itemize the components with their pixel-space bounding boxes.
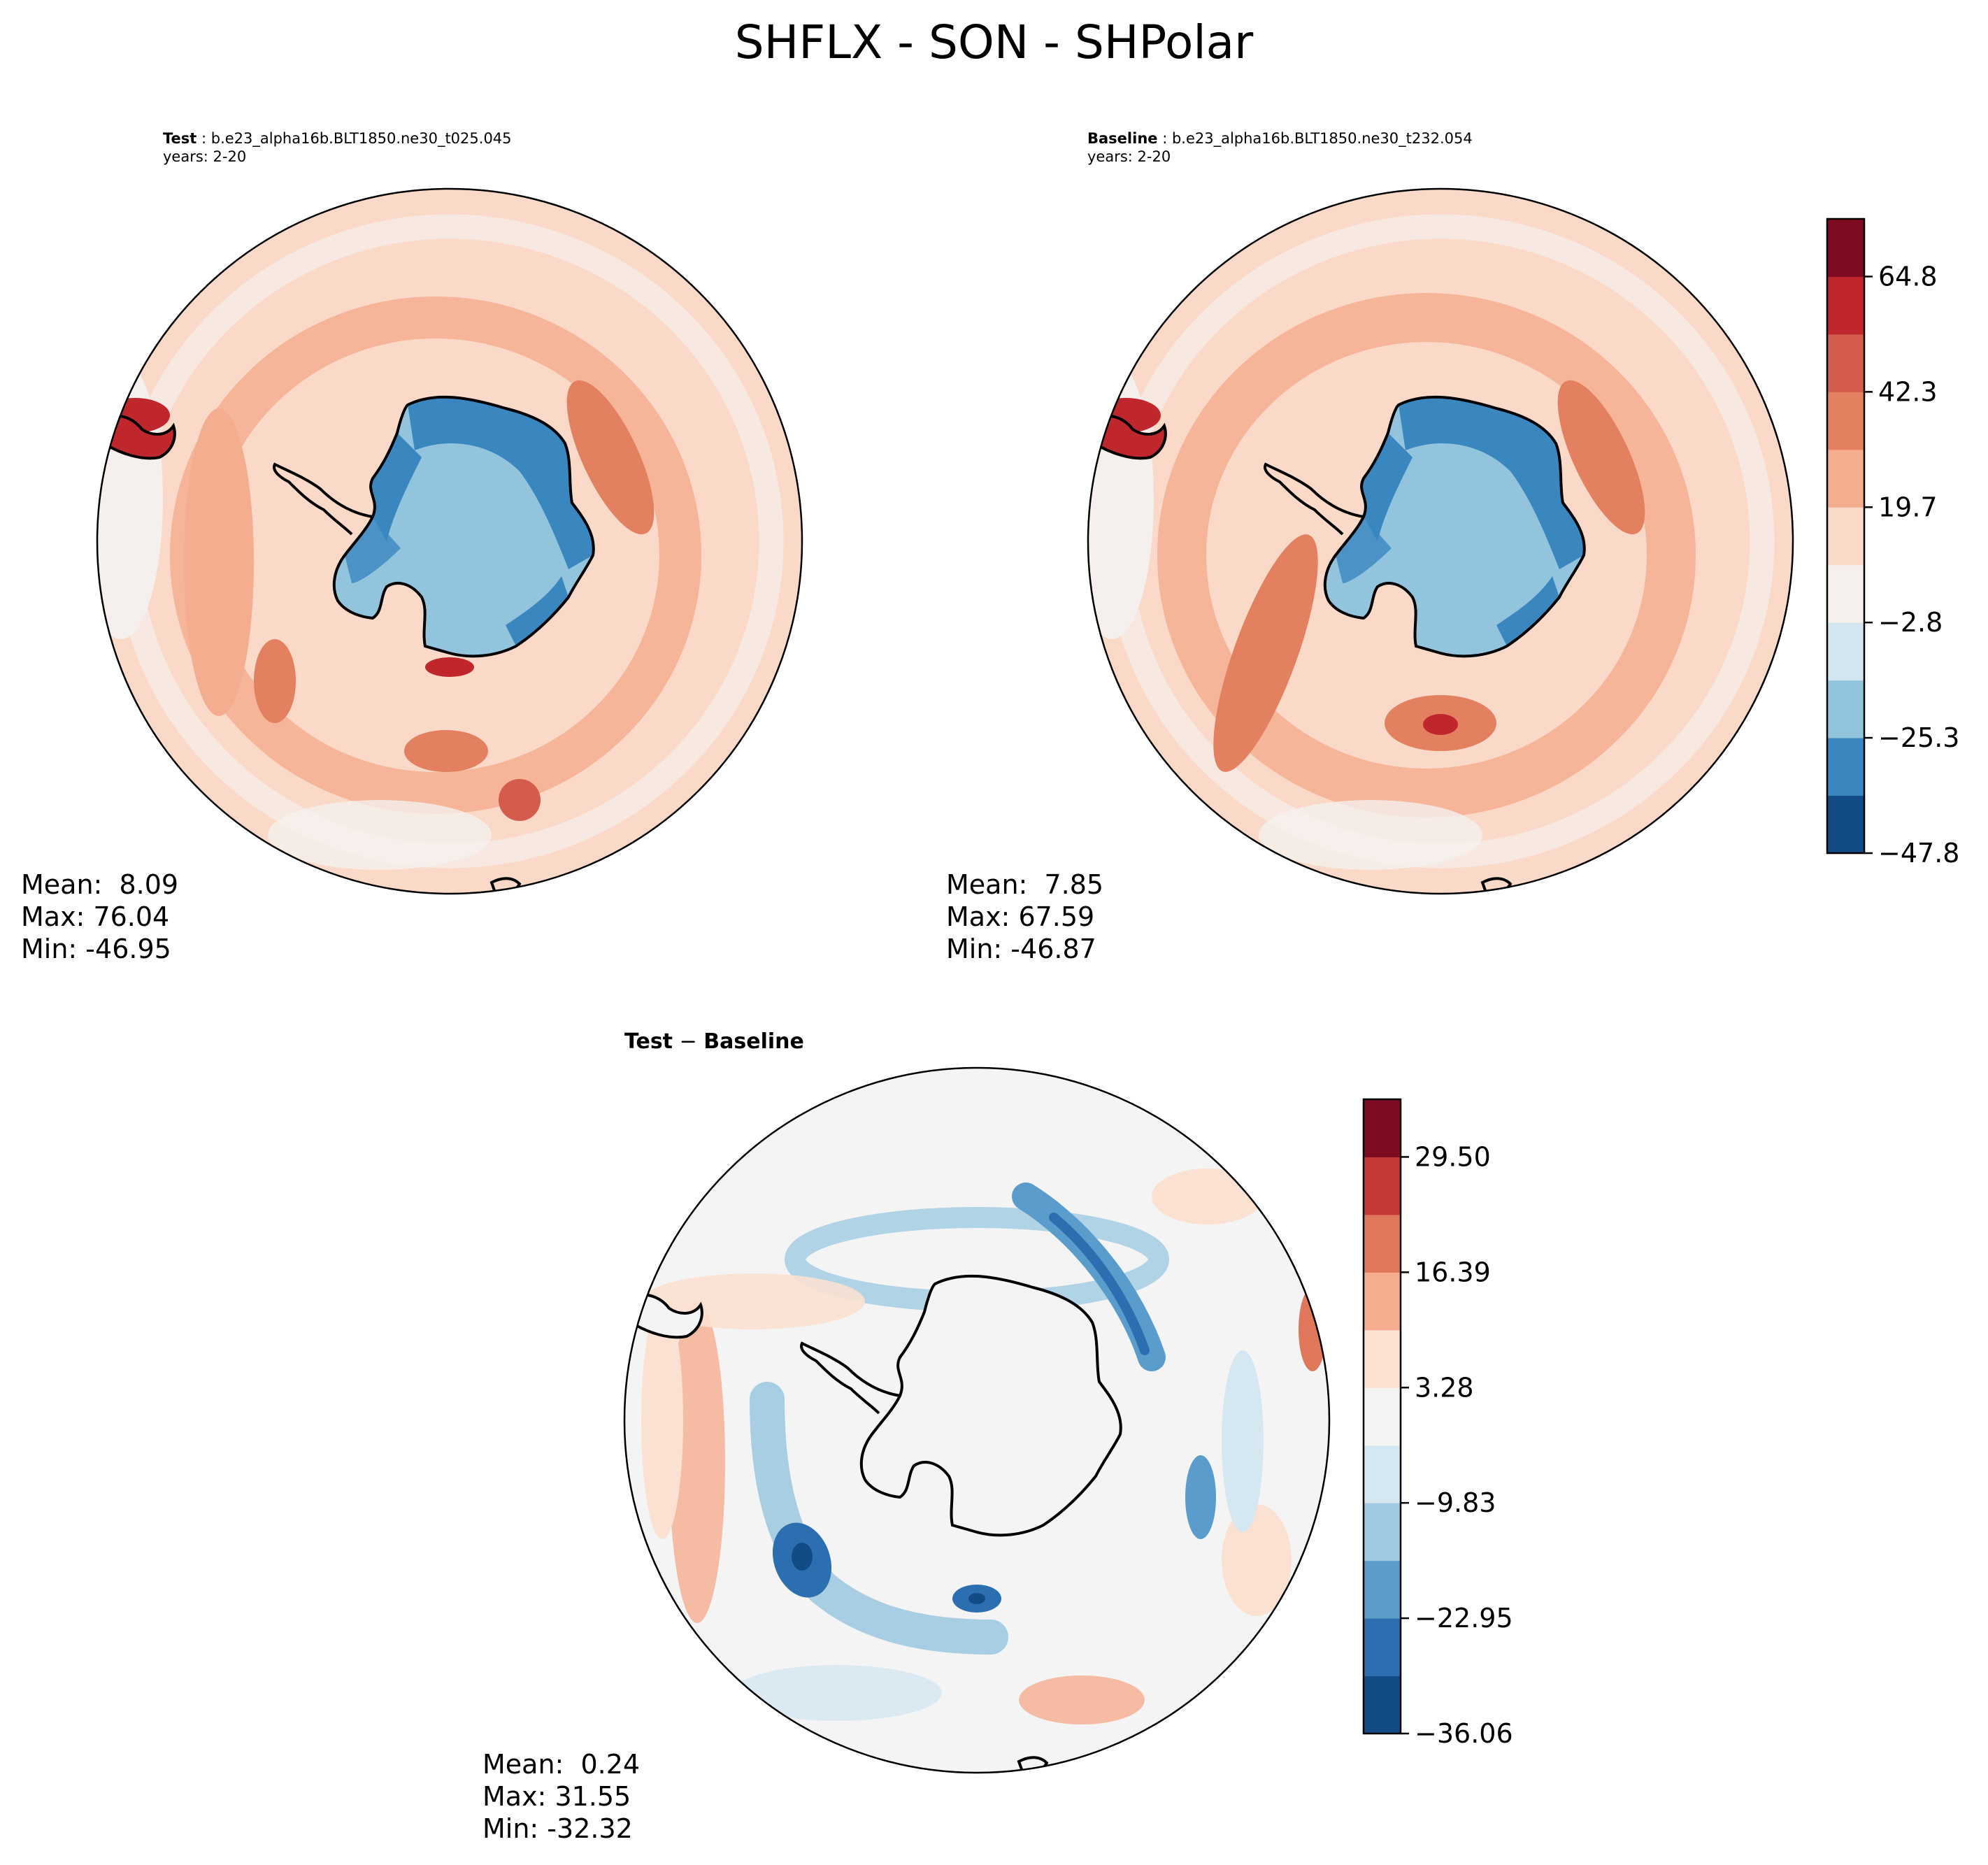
baseline-min: Min: -46.87 (946, 934, 1096, 964)
figure-title: SHFLX - SON - SHPolar (734, 15, 1254, 69)
main-colorbar-swatch-1 (1827, 738, 1864, 796)
baseline-map (1087, 187, 1794, 895)
diff-mean: Mean: 0.24 (482, 1749, 641, 1780)
test-map (96, 187, 803, 895)
main-colorbar-tick-label-5: 64.8 (1878, 261, 1938, 292)
main-colorbar-swatch-5 (1827, 507, 1864, 566)
test-mean: Mean: 8.09 (21, 869, 179, 900)
main-colorbar-swatch-10 (1827, 219, 1864, 277)
diff-colorbar-swatch-9 (1364, 1157, 1401, 1215)
main-colorbar-swatch-8 (1827, 334, 1864, 392)
diff-colorbar-tick-label-2: −9.83 (1415, 1487, 1496, 1518)
diff-colorbar: −36.06 −22.95 −9.83 3.28 16.39 29.50 (1362, 1098, 1513, 1749)
diff-panel-title: Test − Baseline (624, 1029, 804, 1054)
diff-colorbar-swatch-3 (1364, 1503, 1401, 1562)
main-colorbar-tick-label-3: 19.7 (1878, 492, 1938, 522)
diff-colorbar-tick-label-1: −22.95 (1415, 1603, 1513, 1634)
baseline-panel-header: Baseline : b.e23_alpha16b.BLT1850.ne30_t… (1087, 129, 1473, 166)
diff-title-test: Test (624, 1029, 673, 1054)
test-panel-header: Test : b.e23_alpha16b.BLT1850.ne30_t025.… (163, 129, 512, 166)
test-years: years: 2-20 (163, 148, 247, 165)
diff-colorbar-frame (1362, 1098, 1402, 1735)
diff-colorbar-swatch-7 (1364, 1272, 1401, 1331)
diff-map (623, 1066, 1331, 1774)
main-colorbar-swatch-9 (1827, 276, 1864, 335)
diff-colorbar-swatch-2 (1364, 1560, 1401, 1619)
main-colorbar-swatch-7 (1827, 392, 1864, 450)
main-colorbar-swatch-6 (1827, 449, 1864, 508)
diff-colorbar-tick-label-4: 16.39 (1415, 1257, 1491, 1287)
diff-colorbar-tick-label-0: −36.06 (1415, 1718, 1513, 1749)
baseline-map-border (1087, 187, 1794, 895)
diff-colorbar-tick-label-3: 3.28 (1415, 1372, 1474, 1403)
main-colorbar-swatch-0 (1827, 795, 1864, 854)
main-colorbar-tick-label-1: −25.3 (1878, 722, 1959, 753)
diff-colorbar-tick-label-5: 29.50 (1415, 1141, 1491, 1172)
diff-min: Min: -32.32 (482, 1813, 633, 1844)
baseline-max: Max: 67.59 (946, 901, 1095, 932)
baseline-years: years: 2-20 (1087, 148, 1171, 165)
baseline-case-name: : b.e23_alpha16b.BLT1850.ne30_t232.054 (1157, 130, 1473, 147)
main-colorbar: −47.8 −25.3 −2.8 19.7 42.3 64.8 (1826, 217, 1959, 869)
test-case-name: : b.e23_alpha16b.BLT1850.ne30_t025.045 (196, 130, 512, 147)
main-colorbar-tick-label-4: 42.3 (1878, 376, 1938, 407)
test-min: Min: -46.95 (21, 934, 171, 964)
diff-max: Max: 31.55 (482, 1781, 631, 1812)
main-colorbar-tick-label-2: −2.8 (1878, 607, 1943, 638)
baseline-mean: Mean: 7.85 (946, 869, 1104, 900)
diff-title-baseline: Baseline (703, 1029, 804, 1054)
baseline-label: Baseline (1087, 130, 1158, 147)
main-colorbar-frame (1826, 217, 1866, 855)
diff-map-border (623, 1066, 1331, 1774)
diff-colorbar-swatch-4 (1364, 1445, 1401, 1503)
test-max: Max: 76.04 (21, 901, 170, 932)
diff-colorbar-swatch-6 (1364, 1329, 1401, 1388)
diff-colorbar-swatch-10 (1364, 1099, 1401, 1157)
diff-colorbar-swatch-0 (1364, 1675, 1401, 1734)
main-colorbar-swatch-3 (1827, 622, 1864, 681)
diff-colorbar-swatch-8 (1364, 1214, 1401, 1273)
diff-colorbar-swatch-1 (1364, 1618, 1401, 1677)
test-label: Test (163, 130, 197, 147)
test-map-border (96, 187, 803, 895)
main-colorbar-swatch-2 (1827, 680, 1864, 738)
diff-title-sep: − (673, 1029, 704, 1054)
test-stats: Mean: 8.09 Max: 76.04 Min: -46.95 (21, 869, 178, 965)
diff-colorbar-swatch-5 (1364, 1387, 1401, 1446)
main-colorbar-swatch-4 (1827, 564, 1864, 623)
baseline-stats: Mean: 7.85 Max: 67.59 Min: -46.87 (946, 869, 1103, 965)
diff-stats: Mean: 0.24 Max: 31.55 Min: -32.32 (482, 1748, 640, 1845)
main-colorbar-tick-label-0: −47.8 (1878, 838, 1959, 869)
